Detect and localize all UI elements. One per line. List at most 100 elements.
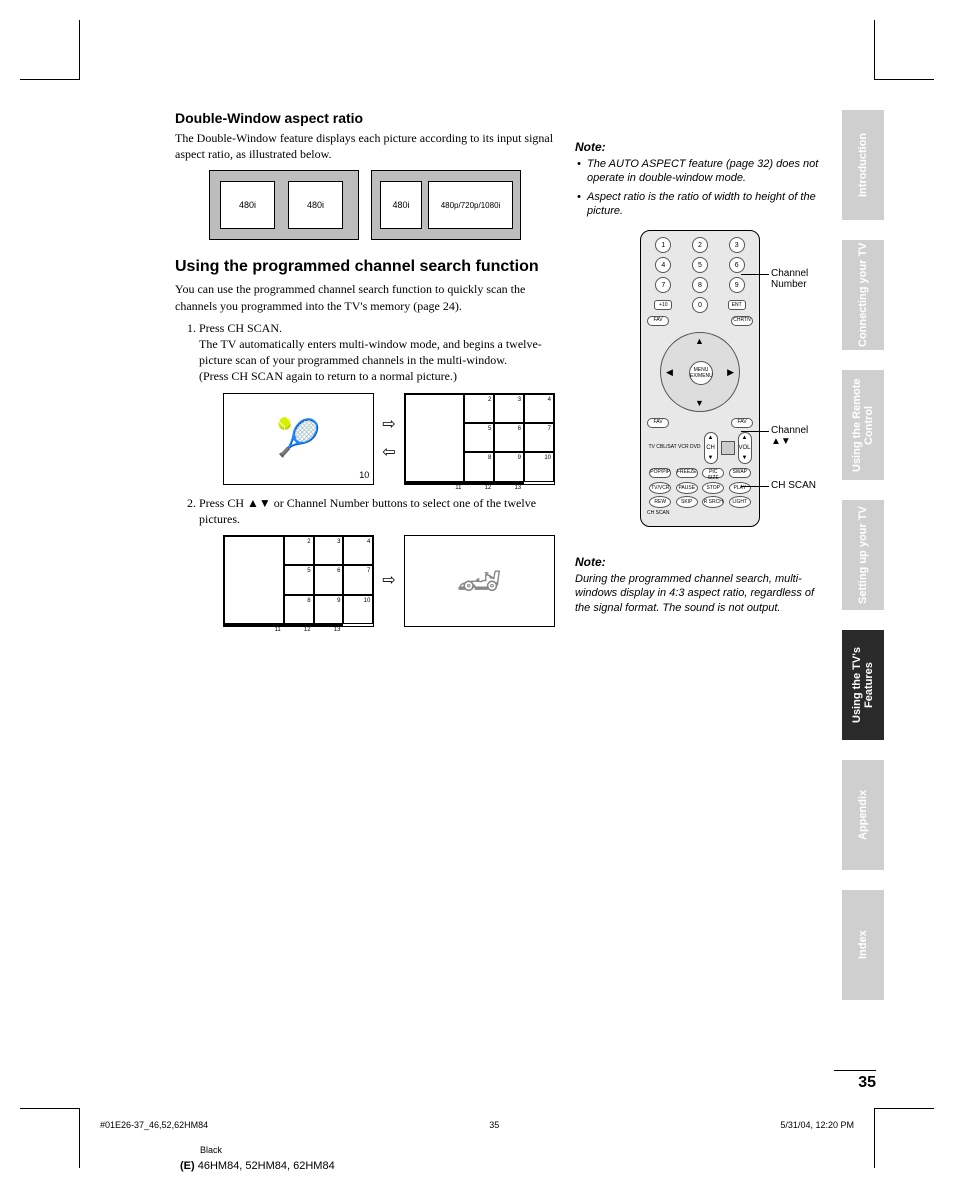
footer: #01E26-37_46,52,62HM84 35 5/31/04, 12:20… (100, 1120, 854, 1130)
grid-cell: 3 (494, 394, 524, 423)
heading-search: Using the programmed channel search func… (175, 258, 555, 276)
dw-cell: 480p/720p/1080i (428, 181, 513, 229)
step-2: Press CH ▲▼ or Channel Number buttons to… (199, 495, 555, 627)
grid-cell: 10 (343, 595, 373, 624)
remote-chrtn: CHRTN (731, 316, 753, 326)
remote-num-4: 4 (655, 257, 671, 273)
grid-cell: 5 (284, 565, 314, 594)
dpad-left-icon: ◀ (666, 367, 673, 378)
remote-rsrch: R SRCH (702, 496, 724, 508)
grid-cell: 10 (524, 452, 554, 481)
remote-num-8: 8 (692, 277, 708, 293)
grid-cell (224, 536, 284, 624)
remote-fav: FAV (647, 316, 669, 326)
step-1: Press CH SCAN. The TV automatically ente… (199, 320, 555, 485)
arrow-left-icon: ⇦ (382, 442, 395, 464)
grid-cell: 11 (405, 482, 465, 484)
remote-freeze: FREEZE (676, 468, 698, 478)
grid-cell: 11 (224, 624, 284, 626)
grid-cell: 6 (314, 565, 344, 594)
callout-channel-number: Channel Number (771, 268, 825, 290)
grid-cell: 6 (494, 423, 524, 452)
remote-ch-rocker: ▲CH▼ (704, 432, 718, 464)
tennis-illustration: 🎾 (276, 414, 321, 463)
para-dw: The Double-Window feature displays each … (175, 130, 555, 162)
note1-item: Aspect ratio is the ratio of width to he… (575, 190, 825, 219)
step2-text: Press CH ▲▼ or Channel Number buttons to… (199, 496, 536, 526)
dw-cell: 480i (220, 181, 275, 229)
footer-black: Black (200, 1145, 222, 1155)
footer-date: 5/31/04, 12:20 PM (780, 1120, 854, 1130)
remote-ent: ENT (728, 300, 746, 310)
grid-cell: 12 (284, 624, 314, 626)
note2-text: During the programmed channel search, mu… (575, 572, 825, 615)
multi-window-grid-2: 2 3 4 5 6 7 8 9 10 11 12 13 (223, 535, 374, 627)
remote-square (721, 441, 735, 455)
dpad-right-icon: ▶ (727, 367, 734, 378)
remote-num-1: 1 (655, 237, 671, 253)
footer-model: (E) 46HM84, 52HM84, 62HM84 (180, 1160, 335, 1172)
grid-cell: 2 (284, 536, 314, 565)
page-number: 35 (834, 1070, 876, 1092)
note1-heading: Note: (575, 140, 825, 154)
crop-mark (874, 1108, 914, 1148)
remote-num-5: 5 (692, 257, 708, 273)
grid-cell: 13 (314, 624, 344, 626)
remote-vol-rocker: ▲VOL▼ (738, 432, 752, 464)
callout-channel-av: Channel ▲▼ (771, 425, 825, 447)
remote-dpad: ▲ ▼ ◀ ▶ MENU EX/MENU (660, 332, 740, 412)
para-search: You can use the programmed channel searc… (175, 281, 555, 313)
grid-cell: 8 (284, 595, 314, 624)
remote-fav2: FAV (647, 418, 669, 428)
remote-num-6: 6 (729, 257, 745, 273)
remote-menu: MENU EX/MENU (689, 361, 713, 385)
crop-mark (40, 1108, 80, 1148)
grid-cell: 3 (314, 536, 344, 565)
grid-cell: 13 (494, 482, 524, 484)
note1-item: The AUTO ASPECT feature (page 32) does n… (575, 157, 825, 186)
remote-pause: PAUSE (676, 482, 698, 494)
remote-num-9: 9 (729, 277, 745, 293)
remote-light: LIGHT (729, 496, 751, 508)
callout-ch-scan: CH SCAN (771, 480, 816, 491)
grid-cell: 7 (524, 423, 554, 452)
grid-cell: 2 (464, 394, 494, 423)
remote-chscan-label: CH SCAN (647, 510, 753, 516)
remote-picsize: PIC SIZE (702, 468, 724, 478)
note2-heading: Note: (575, 555, 825, 569)
remote-skip: SKIP (676, 496, 698, 508)
step1-detail-b: (Press CH SCAN again to return to a norm… (199, 369, 457, 383)
figure-step1: 🎾 10 ⇨ ⇦ 2 3 4 5 6 7 8 (223, 393, 555, 485)
dw-cell: 480i (380, 181, 422, 229)
grid-cell: 9 (494, 452, 524, 481)
arrows: ⇨ ⇦ (382, 414, 395, 463)
steps-list: Press CH SCAN. The TV automatically ente… (175, 320, 555, 627)
double-window-diagram: 480i 480i 480i 480p/720p/1080i (175, 170, 555, 240)
tab-features: Using the TV's Features (842, 630, 884, 740)
remote-num-7: 7 (655, 277, 671, 293)
remote-plus10: +10 (654, 300, 672, 310)
grid-cell: 9 (314, 595, 344, 624)
remote-stop: STOP (702, 482, 724, 494)
remote-tvvcr: TV/VCR (649, 482, 671, 494)
grid-cell: 8 (464, 452, 494, 481)
remote-num-0: 0 (692, 297, 708, 313)
figure-step2: 2 3 4 5 6 7 8 9 10 11 12 13 ⇨ (223, 535, 555, 627)
remote-modes: TV CBL/SAT VCR DVD (648, 445, 700, 451)
dpad-up-icon: ▲ (695, 336, 704, 346)
car-illustration: 🏎 (457, 557, 503, 606)
multi-window-grid: 2 3 4 5 6 7 8 9 10 11 12 13 (404, 393, 555, 485)
remote-fav3: FAV (731, 418, 753, 428)
remote-num-3: 3 (729, 237, 745, 253)
subheading-dw: Double-Window aspect ratio (175, 110, 555, 126)
remote-play: PLAY (729, 482, 751, 494)
right-column: Note: The AUTO ASPECT feature (page 32) … (575, 110, 825, 615)
crop-mark (40, 40, 80, 80)
grid-cell: 12 (464, 482, 494, 484)
dpad-down-icon: ▼ (695, 398, 704, 408)
tab-appendix: Appendix (842, 760, 884, 870)
note1-list: The AUTO ASPECT feature (page 32) does n… (575, 157, 825, 218)
remote-swap: SWAP (729, 468, 751, 478)
arrows: ⇨ (382, 570, 395, 592)
dw-cell: 480i (288, 181, 343, 229)
